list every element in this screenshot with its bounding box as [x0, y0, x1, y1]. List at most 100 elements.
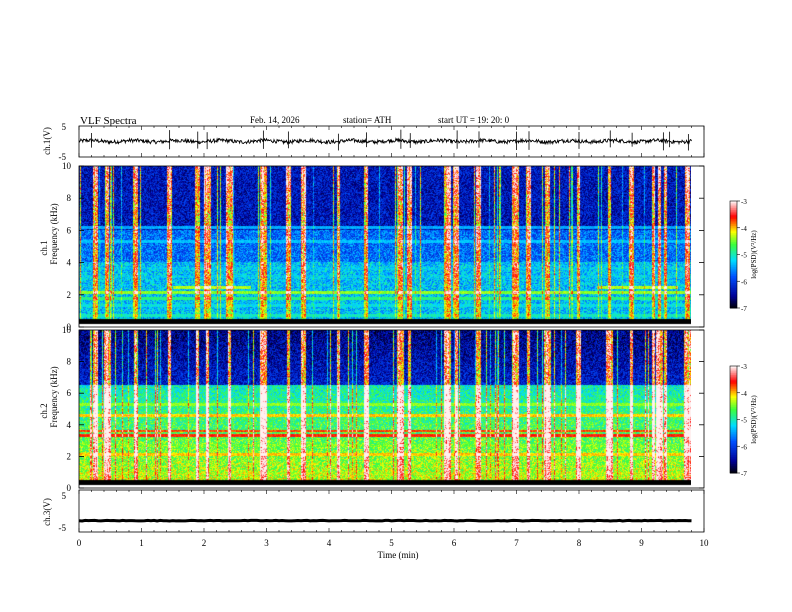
station-label: station= ATH: [343, 115, 392, 125]
time-tick-label-10: 10: [700, 538, 710, 548]
ch1-colorbar-cell-40: [730, 272, 737, 275]
ch1-colorbar-cell-34: [730, 261, 737, 264]
ch2-colorbar-cell-27: [730, 414, 737, 417]
ch2-colorbar-cell-59: [730, 471, 737, 474]
ch1-ytick-bottom: -5: [59, 152, 67, 162]
time-axis: 0 1 2 3 4 5 6 7 8 9 10: [77, 126, 709, 548]
ch2-colorbar-cell-44: [730, 444, 737, 447]
ch1-spec-ytick-label-3: 6: [67, 225, 72, 235]
ch1-colorbar-cell-11: [730, 220, 737, 223]
ch2-colorbar-cell-43: [730, 442, 737, 445]
ch1-spectrogram-yticks: 0 2 4 6 8 10: [62, 161, 704, 332]
ch2-colorbar-cell-11: [730, 385, 737, 388]
ch1-colorbar-cell-12: [730, 222, 737, 225]
ch2-colorbar-cell-30: [730, 419, 737, 422]
ch1-colorbar-cell-2: [730, 204, 737, 207]
ch2-colorbar-cell-4: [730, 373, 737, 376]
ch1-colorbar-cell-28: [730, 250, 737, 254]
ch1-spec-ytick-label-5: 10: [62, 161, 72, 171]
time-tick-label-6: 6: [452, 538, 457, 548]
ch2-colorbar-cell-7: [730, 378, 737, 381]
ch1-colorbar-cell-53: [730, 295, 737, 298]
ch1-colorbar-cell-1: [730, 202, 737, 206]
ch2-colorbar-cell-20: [730, 401, 737, 404]
ch1-colorbar-cell-45: [730, 281, 737, 284]
ch2-colorbar-cell-19: [730, 399, 737, 403]
ch2-colorbar-cell-41: [730, 439, 737, 442]
ch2-colorbar-cell-31: [730, 421, 737, 424]
ch1-colorbar-label: log(PSD)(V²/Hz): [750, 230, 758, 279]
ch2-spectrogram-channel-label: ch.2: [39, 403, 49, 418]
ch2-colorbar-cell-15: [730, 392, 737, 396]
ch2-colorbar-ticklabel-2: -5: [741, 417, 747, 425]
ch1-colorbar-cell-32: [730, 258, 737, 261]
ch2-colorbar-cell-55: [730, 464, 737, 467]
date-label: Feb. 14, 2026: [250, 115, 300, 125]
ch2-colorbar-label: log(PSD)(V²/Hz): [750, 395, 758, 444]
ch2-colorbar-cell-54: [730, 462, 737, 465]
ch2-colorbar-cell-5: [730, 374, 737, 378]
time-tick-label-4: 4: [327, 538, 332, 548]
ch2-colorbar-cell-2: [730, 369, 737, 372]
ch2-colorbar-cell-50: [730, 455, 737, 458]
ch1-colorbar-cell-3: [730, 206, 737, 209]
figure-title: VLF Spectra: [80, 115, 137, 127]
ch1-colorbar-cell-30: [730, 254, 737, 257]
time-tick-label-9: 9: [639, 538, 644, 548]
ch1-colorbar-cell-15: [730, 227, 737, 231]
ch2-colorbar-cell-35: [730, 428, 737, 431]
ch1-spectrogram-panel: 0 2 4 6 8 10 ch.1 Frequency (kHz): [39, 161, 705, 332]
ch1-colorbar-ticklabel-0: -3: [741, 198, 747, 206]
ch2-colorbar-cell-8: [730, 380, 737, 383]
ch1-colorbar-cell-9: [730, 217, 737, 220]
ch1-colorbar-cell-56: [730, 300, 737, 304]
ch2-colorbar-cell-24: [730, 408, 737, 412]
ch2-colorbar-cell-56: [730, 465, 737, 469]
ch2-colorbar-cell-49: [730, 453, 737, 456]
ch2-colorbar-cell-16: [730, 394, 737, 397]
ch2-colorbar-ticklabel-1: -4: [741, 390, 747, 398]
ch2-spectrogram-yticks: 0 2 4 6 8 10: [62, 325, 704, 493]
ch1-colorbar-cell-59: [730, 306, 737, 309]
ch1-colorbar-cell-17: [730, 231, 737, 234]
time-axis-label: Time (min): [378, 550, 419, 560]
ch2-colorbar-cell-21: [730, 403, 737, 406]
ch1-colorbar-cell-37: [730, 266, 737, 270]
ch1-colorbar-cell-50: [730, 290, 737, 293]
ch1-colorbar-cell-47: [730, 284, 737, 288]
ch2-colorbar-cell-6: [730, 376, 737, 379]
ch1-colorbar-cell-5: [730, 209, 737, 213]
ch2-colorbar-cell-47: [730, 449, 737, 453]
ch2-spectrogram-ylabel: Frequency (kHz): [49, 366, 59, 427]
ch1-colorbar-cell-26: [730, 247, 737, 250]
ch1-colorbar-cell-43: [730, 277, 737, 280]
ch1-colorbar-cell-21: [730, 238, 737, 241]
ch1-colorbar-cell-44: [730, 279, 737, 282]
time-tick-label-2: 2: [202, 538, 207, 548]
ch2-colorbar-cell-0: [730, 366, 737, 369]
ch1-colorbar-cell-52: [730, 293, 737, 297]
ch2-colorbar-cell-37: [730, 431, 737, 435]
ch2-colorbar-cell-58: [730, 469, 737, 472]
ch1-waveform-spikes: [91, 129, 689, 151]
ch2-colorbar-cell-33: [730, 424, 737, 428]
ch2-colorbar-cell-12: [730, 387, 737, 390]
ch1-colorbar-cell-0: [730, 201, 737, 204]
ch1-colorbar-cell-13: [730, 224, 737, 227]
ch2-spectrogram-panel: 0 2 4 6 8 10 ch.2 Frequency (kHz): [39, 325, 705, 493]
ch2-colorbar: -3 -4 -5 -6 -7 log(PSD)(V²/Hz): [729, 363, 758, 478]
ch2-spec-ytick-label-5: 10: [62, 325, 72, 335]
ch3-ytick-bottom: -5: [59, 523, 67, 533]
ch1-colorbar-cell-39: [730, 270, 737, 273]
ch2-spec-ytick-label-2: 4: [67, 420, 72, 430]
ch1-colorbar-cell-8: [730, 215, 737, 218]
ch2-spec-ytick-label-4: 8: [67, 357, 72, 367]
ch1-colorbar-cell-10: [730, 218, 737, 222]
ch1-colorbar-cell-19: [730, 234, 737, 238]
ch1-colorbar-cell-42: [730, 275, 737, 279]
ch1-colorbar-ticklabel-1: -4: [741, 225, 747, 233]
ch3-waveform-panel: 5 -5 ch.3(V): [42, 489, 705, 533]
time-tick-label-0: 0: [77, 538, 82, 548]
ch1-spectrogram-heatmap: [79, 166, 691, 327]
ch2-colorbar-cell-38: [730, 433, 737, 437]
